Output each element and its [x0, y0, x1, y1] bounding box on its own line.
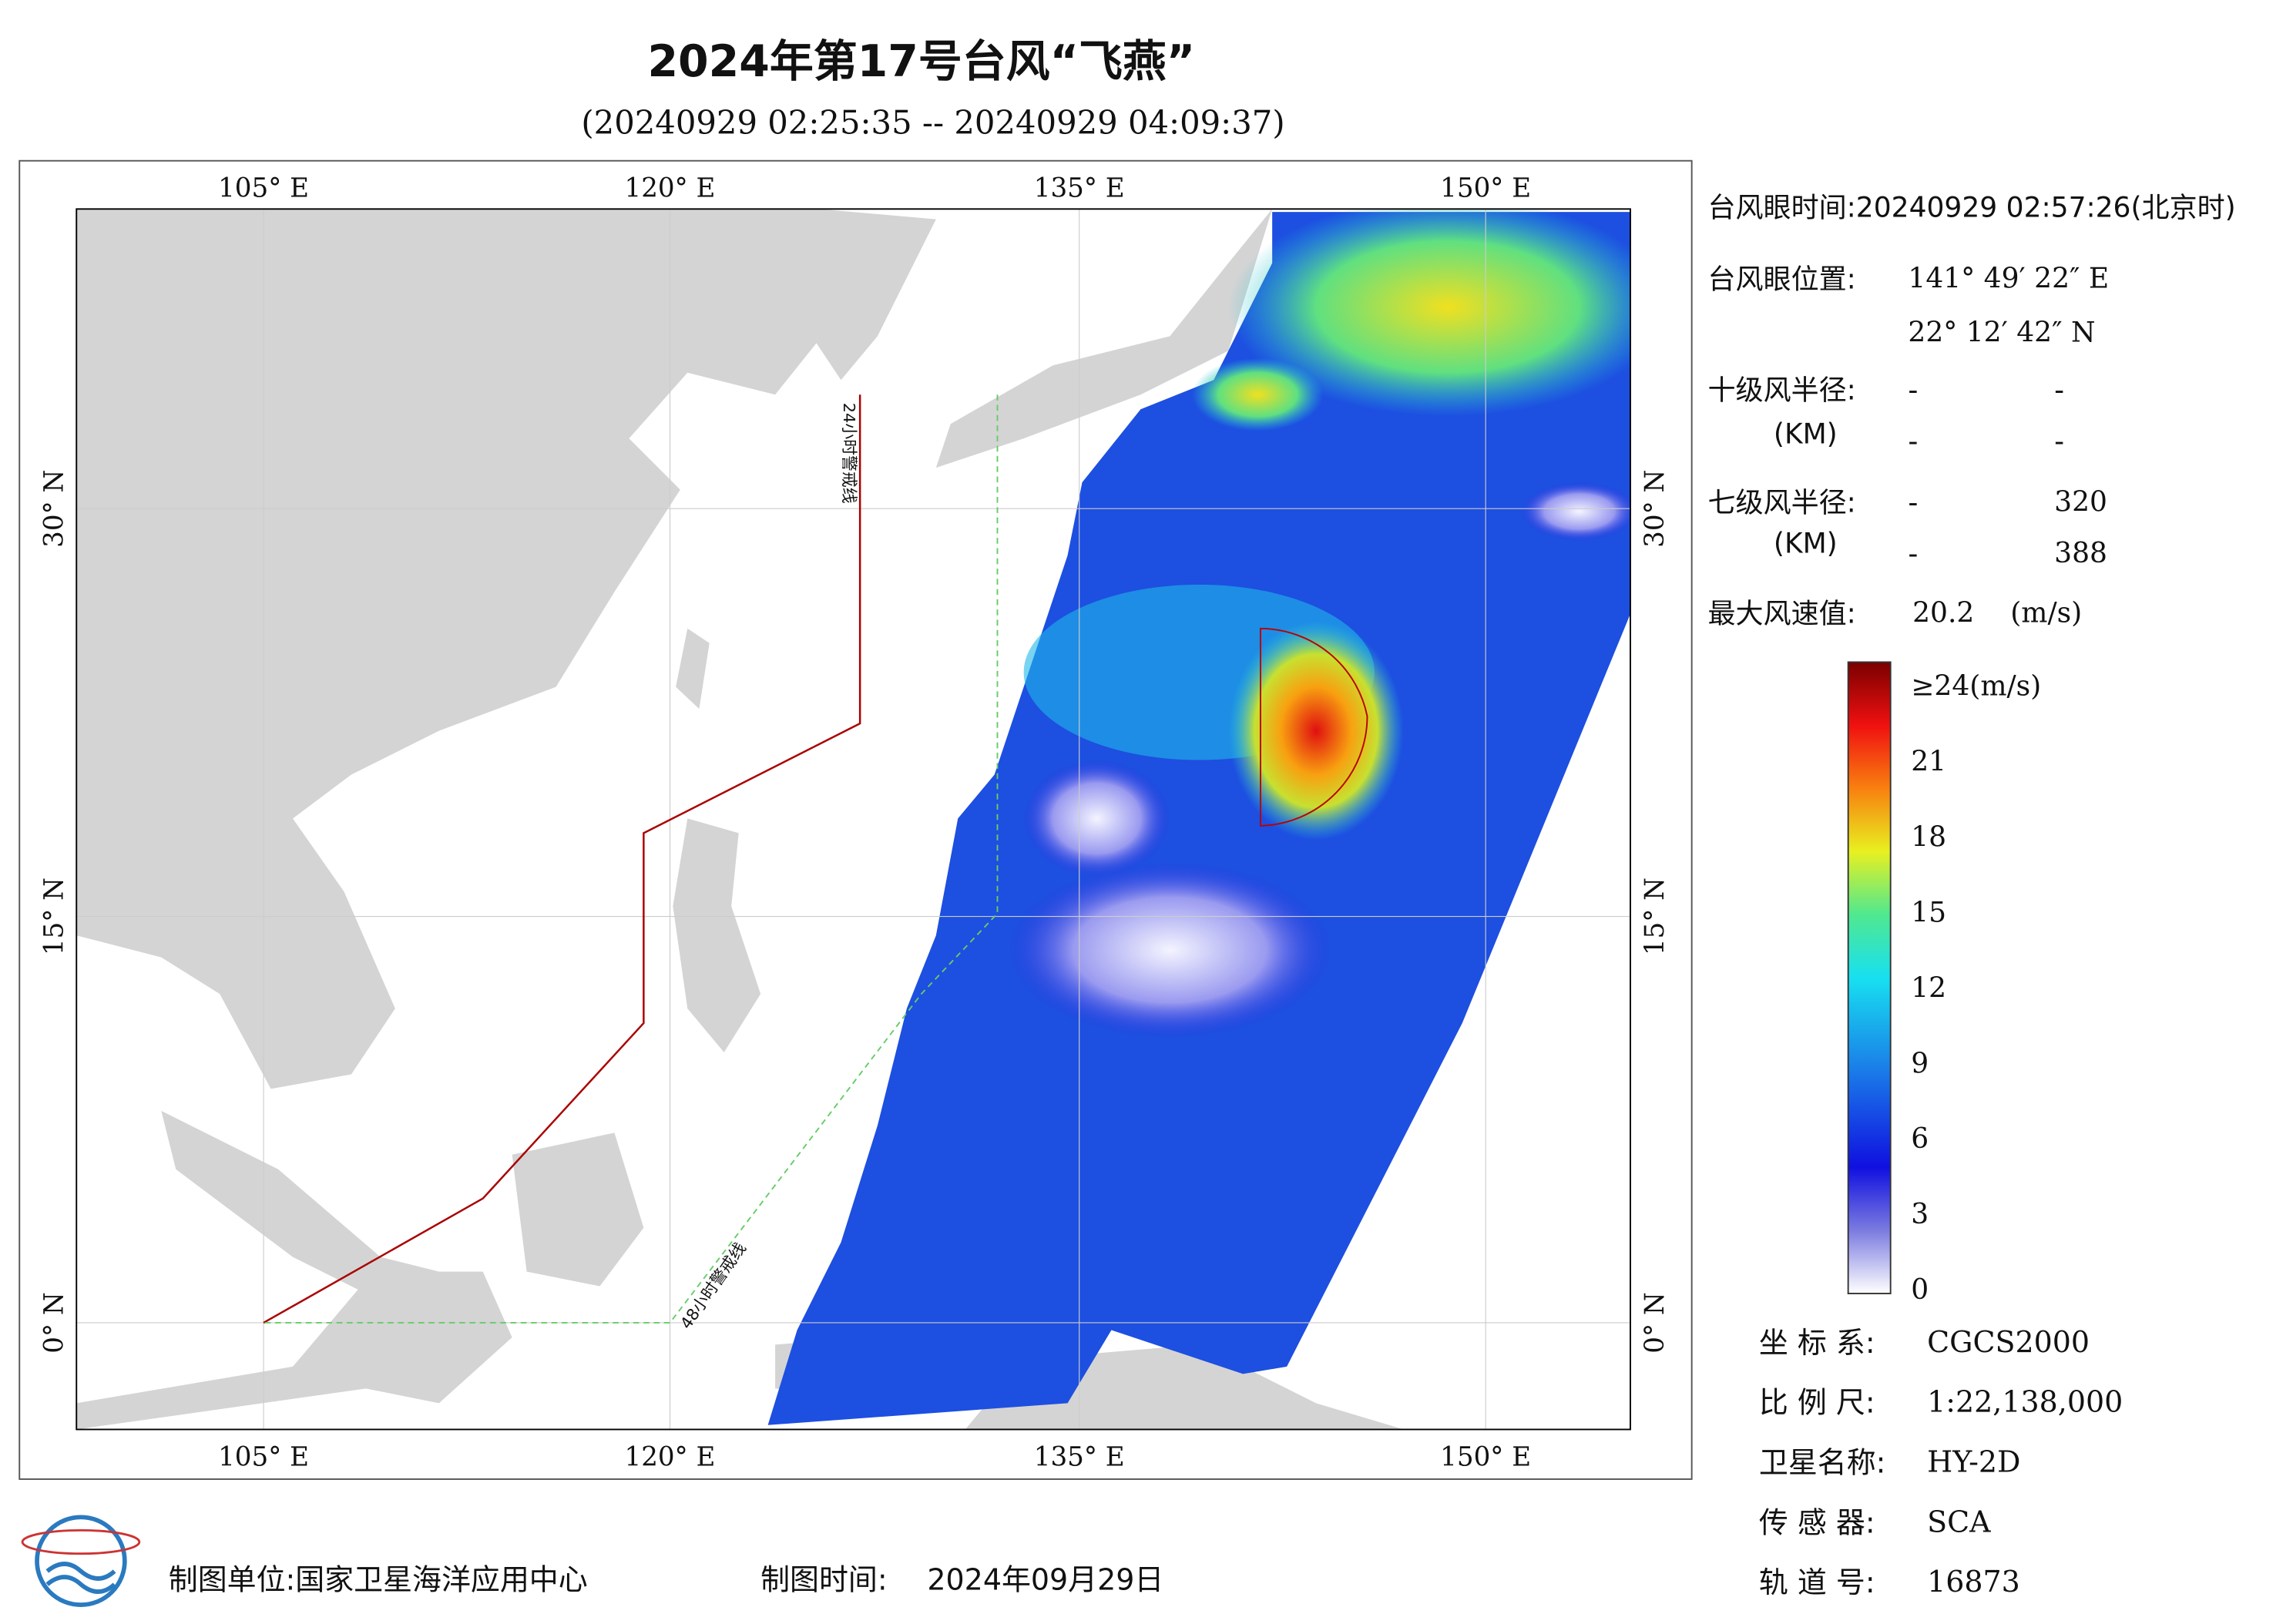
- colorbar-label: 3: [1911, 1199, 1929, 1230]
- r7-unit: (KM): [1774, 528, 1838, 560]
- colorbar-label: ≥24(m/s): [1911, 671, 2041, 703]
- meta-label: 坐 标 系:: [1759, 1326, 1875, 1360]
- lon-label: 120° E: [625, 173, 716, 204]
- meta-label: 卫星名称:: [1759, 1445, 1886, 1479]
- meta-label: 比 例 尺:: [1759, 1386, 1875, 1420]
- warning-line-24: [263, 394, 861, 1324]
- lon-label: 150° E: [1440, 173, 1531, 204]
- meta-value: HY-2D: [1927, 1444, 2020, 1478]
- r7-value: -: [1908, 539, 1918, 570]
- land: [76, 209, 1404, 1430]
- lat-label: 0° N: [1640, 1292, 1670, 1353]
- warning-line-48: [264, 394, 999, 1324]
- meta-value: SCA: [1927, 1505, 1991, 1538]
- wind-swath: [767, 212, 1630, 1425]
- eye-lon: 141° 49′ 22″ E: [1908, 263, 2109, 294]
- eye-lat: 22° 12′ 42″ N: [1908, 317, 2095, 348]
- colorbar-label: 12: [1911, 972, 1946, 1004]
- r7-value: 320: [2054, 487, 2107, 518]
- max-value: 20.2: [1912, 598, 1974, 629]
- lon-label: 105° E: [218, 173, 309, 204]
- max-unit: (m/s): [2010, 598, 2082, 629]
- r10-unit: (KM): [1774, 418, 1838, 450]
- lat-label: 30° N: [1640, 470, 1670, 548]
- r7-label: 七级风半径:: [1708, 488, 1856, 519]
- lon-label: 135° E: [1034, 1441, 1125, 1472]
- meta-label: 传 感 器:: [1759, 1505, 1875, 1539]
- wind-fields: [1009, 209, 1630, 1038]
- r7-value: -: [1908, 488, 1918, 519]
- eye-time: 台风眼时间:20240929 02:57:26(北京时): [1708, 192, 2236, 223]
- footer-time-label: 制图时间:: [760, 1562, 888, 1596]
- lon-label: 105° E: [218, 1441, 309, 1472]
- footer-time: 2024年09月29日: [927, 1562, 1163, 1596]
- meta-value: 16873: [1927, 1565, 2020, 1599]
- r10-value: -: [2054, 374, 2064, 406]
- r10-value: -: [1908, 374, 1918, 406]
- eye-pos-label: 台风眼位置:: [1708, 263, 1856, 295]
- map-frame: [18, 159, 1693, 1480]
- r10-value: -: [1908, 426, 1918, 458]
- lat-label: 30° N: [39, 470, 70, 548]
- lat-label: 15° N: [1640, 877, 1670, 955]
- colorbar-label: 18: [1911, 821, 1946, 853]
- graticule: [76, 209, 1630, 1430]
- colorbar-label: 15: [1911, 897, 1946, 928]
- warning-24-label: 24小时警戒线: [840, 403, 858, 504]
- footer-unit: 制图单位:国家卫星海洋应用中心: [169, 1562, 588, 1596]
- lat-label: 0° N: [39, 1292, 70, 1353]
- r10-label: 十级风半径:: [1708, 374, 1856, 406]
- meta-value: 1:22,138,000: [1927, 1385, 2123, 1419]
- r10-value: -: [2054, 426, 2064, 458]
- lon-label: 120° E: [625, 1441, 716, 1472]
- meta-value: CGCS2000: [1927, 1325, 2090, 1359]
- map: [76, 209, 1630, 1430]
- subtitle: (20240929 02:25:35 -- 20240929 04:09:37): [581, 104, 1284, 142]
- lon-label: 135° E: [1034, 173, 1125, 204]
- colorbar: [1847, 661, 1892, 1294]
- r7-value: 388: [2054, 538, 2107, 569]
- plot-frame: [76, 208, 1631, 1431]
- max-label: 最大风速值:: [1708, 599, 1856, 630]
- colorbar-label: 6: [1911, 1123, 1929, 1155]
- logo: [21, 1515, 141, 1607]
- wind-radius-7: [1260, 627, 1368, 827]
- lon-label: 150° E: [1440, 1441, 1531, 1472]
- lat-label: 15° N: [39, 877, 70, 955]
- title: 2024年第17号台风“飞燕”: [647, 36, 1195, 87]
- info-panel: 台风眼时间:20240929 02:57:26(北京时) 台风眼位置: 141°…: [1708, 192, 2236, 629]
- colorbar-label: 21: [1911, 747, 1946, 778]
- colorbar-label: 0: [1911, 1274, 1929, 1306]
- meta-label: 轨 道 号:: [1759, 1565, 1875, 1599]
- colorbar-label: 9: [1911, 1048, 1929, 1079]
